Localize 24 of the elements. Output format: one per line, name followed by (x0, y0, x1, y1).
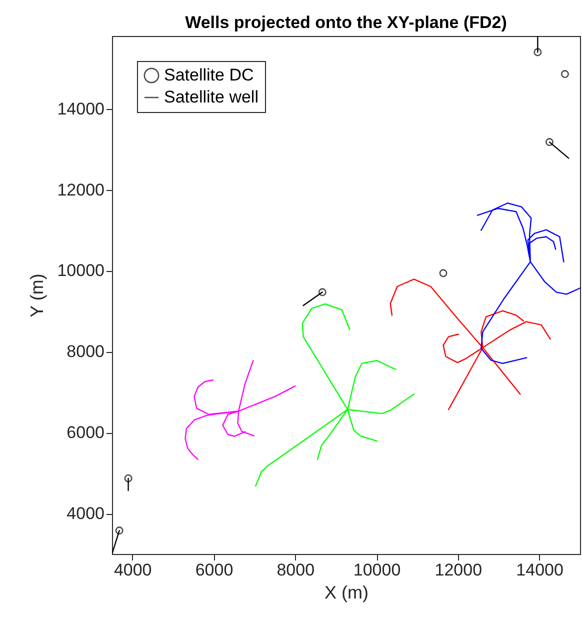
point (115, 526, 124, 535)
point (534, 48, 542, 56)
point (545, 138, 554, 146)
point (124, 474, 132, 482)
y-tick-label: 4000 (66, 504, 104, 524)
x-tick-label: 10000 (353, 560, 401, 580)
y-tick-label: 12000 (57, 180, 104, 200)
point (318, 288, 326, 296)
x-tick-label: 4000 (114, 560, 152, 580)
point (560, 70, 569, 78)
y-tick-label: 10000 (57, 261, 104, 280)
y-tick-label: 8000 (66, 342, 104, 362)
x-tick-label: 8000 (276, 560, 315, 580)
x-axis-title: X (m) (324, 582, 368, 602)
legend-label: Satellite well (164, 88, 258, 106)
y-tick-label: 14000 (57, 99, 104, 118)
x-tick-label: 14000 (516, 560, 564, 580)
y-tick-label: 6000 (66, 423, 104, 442)
x-tick-label: 6000 (195, 560, 234, 580)
x-tick-label: 12000 (434, 560, 482, 580)
y-axis-title: Y (m) (27, 274, 48, 318)
legend-label: Satellite DC (164, 66, 254, 84)
point (439, 269, 448, 278)
chart-title: Wells projected onto the XY-plane (FD2) (185, 13, 507, 32)
